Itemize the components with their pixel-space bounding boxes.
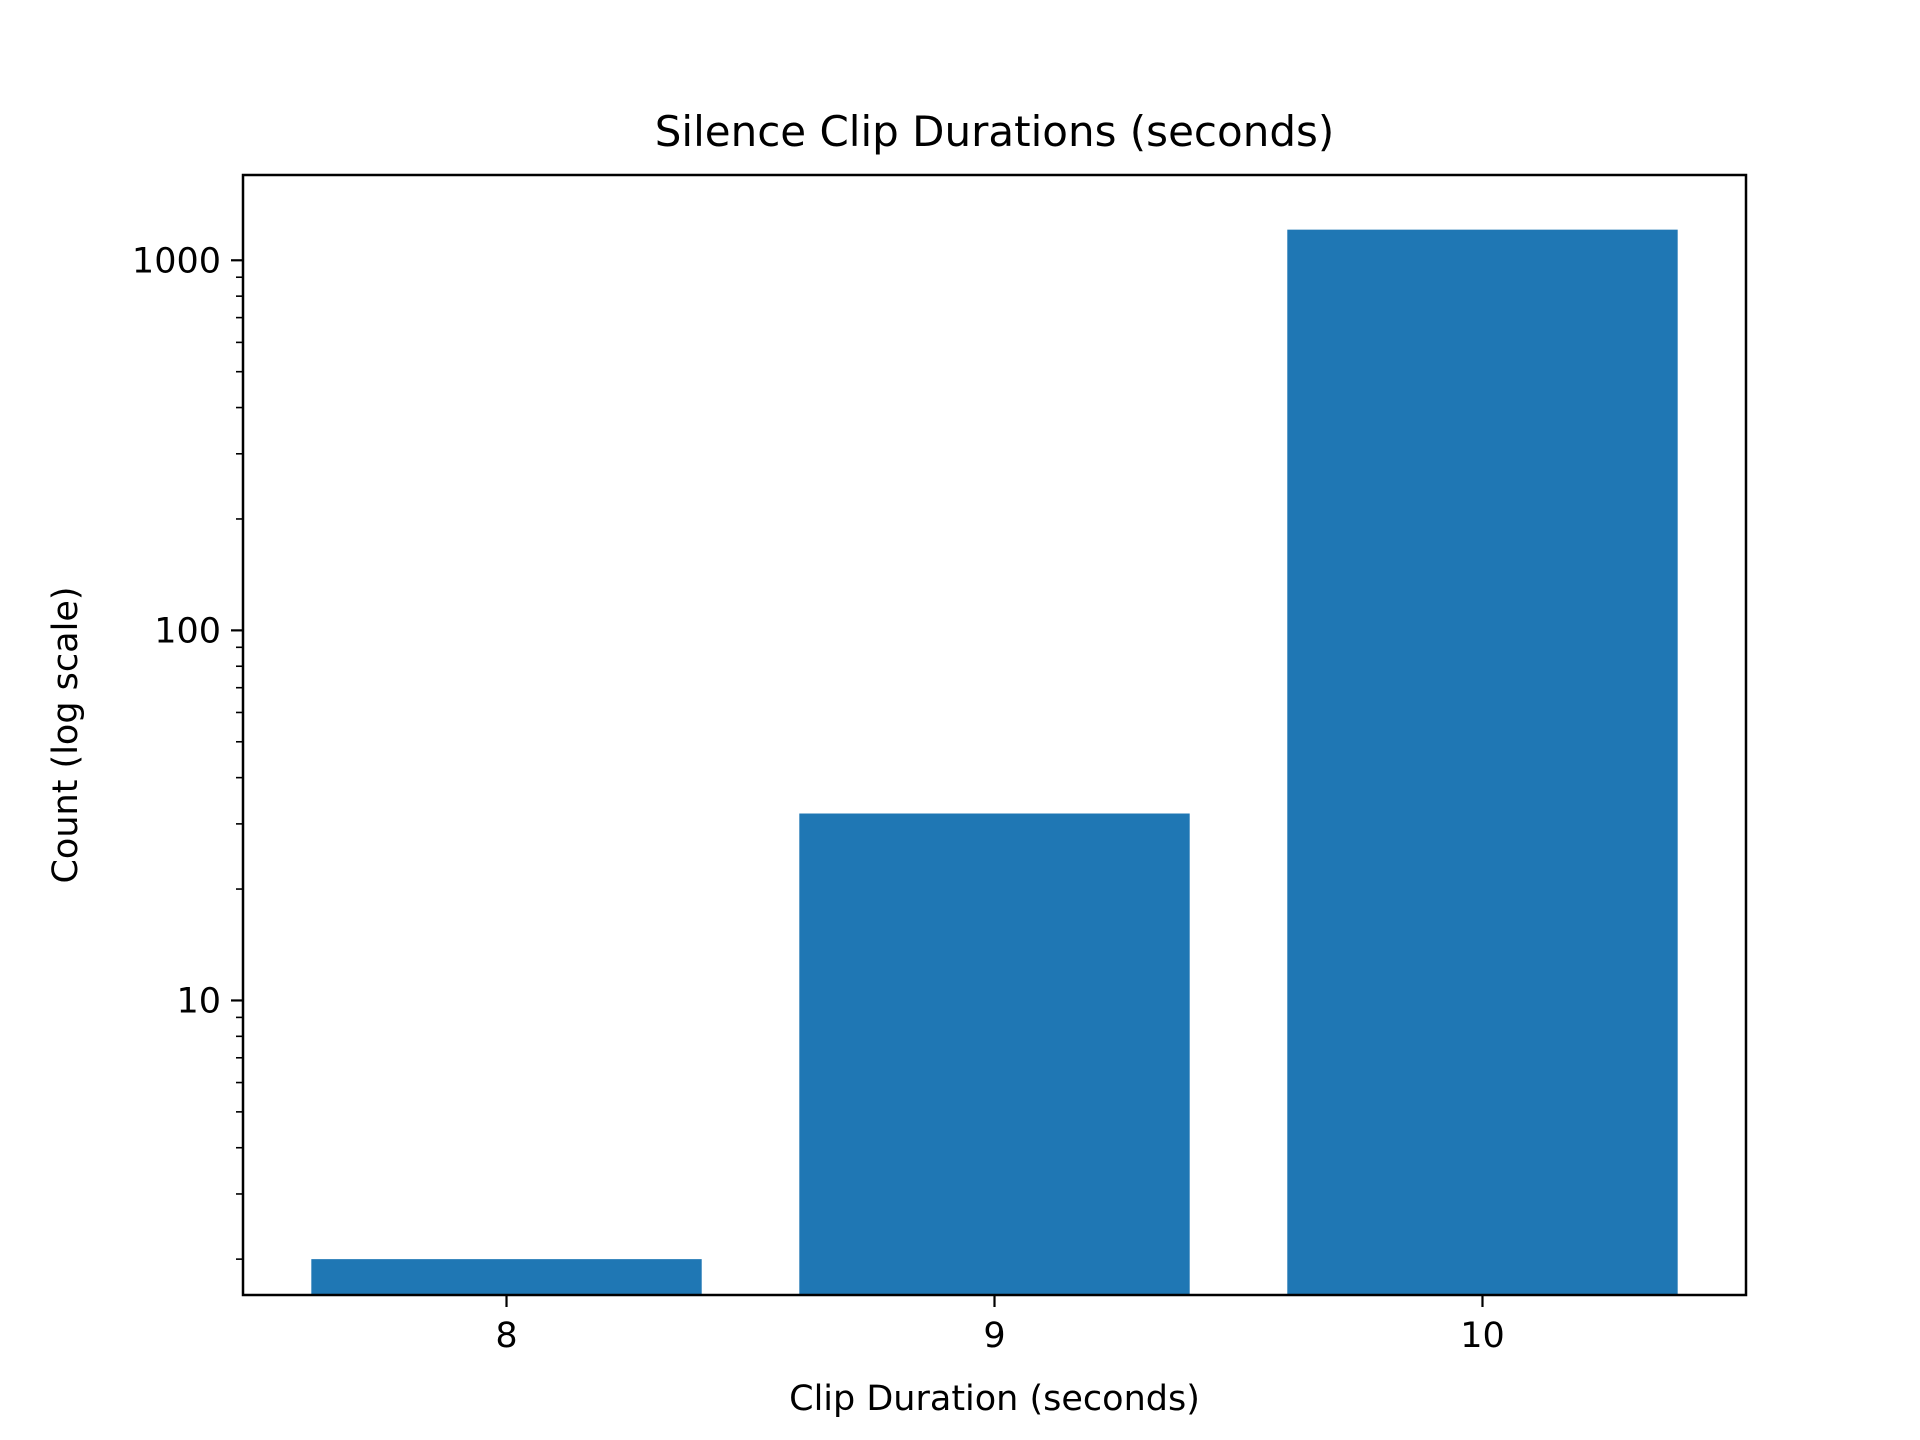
x-axis-ticks: 8 9 10 xyxy=(495,1295,1505,1356)
x-tick-label: 8 xyxy=(495,1316,517,1356)
y-tick-label: 100 xyxy=(154,611,221,651)
x-tick-label: 10 xyxy=(1460,1316,1505,1356)
y-tick-label: 10 xyxy=(176,981,221,1021)
y-tick-label: 1000 xyxy=(132,241,221,281)
plot-frame xyxy=(241,173,1748,1297)
bar-8 xyxy=(311,1259,702,1295)
chart-title: Silence Clip Durations (seconds) xyxy=(655,107,1335,156)
x-axis-label: Clip Duration (seconds) xyxy=(789,1379,1200,1419)
y-axis-ticks: 10 100 1000 xyxy=(132,241,243,1260)
bar-9 xyxy=(799,813,1190,1295)
y-axis-label: Count (log scale) xyxy=(46,586,86,883)
x-tick-label: 9 xyxy=(983,1316,1005,1356)
bar-10 xyxy=(1287,229,1678,1296)
bars-group xyxy=(311,229,1678,1296)
